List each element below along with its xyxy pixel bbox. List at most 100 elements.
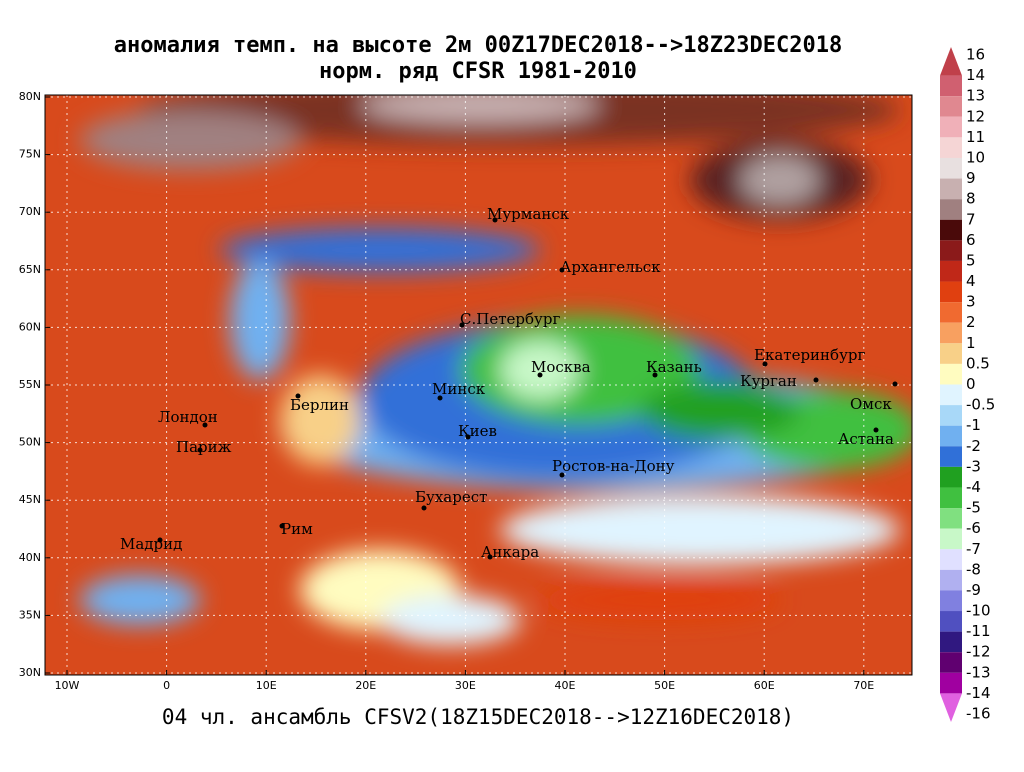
city-label: Рим	[281, 520, 313, 538]
colorbar-cell	[940, 611, 962, 632]
city-label: Лондон	[158, 408, 218, 426]
colorbar-label: -7	[966, 540, 981, 558]
city-dot	[487, 554, 493, 560]
colorbar-cell	[940, 199, 962, 220]
colorbar-label: 1	[966, 334, 976, 352]
colorbar-cell	[940, 219, 962, 241]
colorbar-cell	[940, 137, 962, 158]
colorbar-cell	[940, 590, 962, 612]
lat-label: 70N	[19, 205, 41, 218]
colorbar-label: -12	[966, 643, 991, 661]
city-dot	[202, 422, 208, 428]
colorbar-cell	[940, 322, 962, 344]
colorbar-label: 16	[966, 46, 985, 64]
lat-label: 80N	[19, 90, 41, 103]
colorbar-cell	[940, 487, 962, 509]
colorbar-label: -16	[966, 705, 991, 723]
colorbar-label: -0.5	[966, 396, 995, 414]
colorbar-label: -11	[966, 622, 991, 640]
city-label: Берлин	[290, 396, 349, 414]
lon-label: 10E	[256, 679, 277, 692]
colorbar-cell	[940, 384, 962, 406]
city-dot	[492, 217, 498, 223]
colorbar-cell	[940, 528, 962, 550]
city-label: Бухарест	[415, 488, 487, 506]
colorbar-label: -5	[966, 499, 981, 517]
colorbar-cell	[940, 425, 962, 447]
city-dot	[762, 361, 768, 367]
colorbar-cell	[940, 446, 962, 467]
colorbar-label: -13	[966, 663, 991, 681]
title-line: норм. ряд CFSR 1981-2010	[319, 59, 637, 84]
city-label: Мадрид	[120, 535, 182, 553]
colorbar-cell	[940, 281, 962, 303]
colorbar: 16 14 13 12 11 10 9 8 7 6 5 4 3 2 1 0.5 0 -0.5 -1 -2 -3 -4 -5 -…	[940, 46, 995, 723]
city-dot	[813, 377, 819, 383]
lon-label: 0	[163, 679, 170, 692]
city-dot	[421, 505, 427, 511]
city-dot	[459, 322, 465, 328]
city-label: Екатеринбург	[754, 346, 865, 364]
colorbar-label: 13	[966, 87, 985, 105]
colorbar-label: 0.5	[966, 354, 990, 372]
colorbar-cell	[940, 75, 962, 97]
colorbar-cell	[940, 157, 962, 179]
colorbar-cell	[940, 178, 962, 200]
city-dot	[559, 267, 565, 273]
graticule	[45, 95, 912, 675]
colorbar-label: -3	[966, 457, 981, 475]
city-label: Курган	[740, 372, 797, 390]
lat-label: 45N	[19, 493, 41, 506]
city-label: Киев	[458, 422, 497, 440]
colorbar-label: -9	[966, 581, 981, 599]
city-label: Анкара	[481, 543, 539, 561]
colorbar-cell	[940, 508, 962, 529]
colorbar-label: 11	[966, 128, 985, 146]
lon-label: 10W	[55, 679, 80, 692]
colorbar-label: 6	[966, 231, 976, 249]
city-label: Астана	[838, 430, 894, 448]
city-label: Москва	[531, 358, 591, 376]
colorbar-label: 0	[966, 375, 976, 393]
city-dot	[559, 472, 565, 478]
city-dot	[157, 537, 163, 543]
city-label: Париж	[176, 438, 232, 456]
city-dot	[465, 434, 471, 440]
colorbar-cell	[940, 549, 962, 570]
lon-label: 20E	[355, 679, 376, 692]
colorbar-label: 8	[966, 190, 976, 208]
city-label: Архангельск	[560, 258, 661, 276]
colorbar-cell	[940, 302, 962, 323]
colorbar-cell	[940, 466, 962, 488]
colorbar-cell	[940, 260, 962, 282]
city-dot	[652, 372, 658, 378]
lat-label: 65N	[19, 263, 41, 276]
city-dot	[279, 523, 285, 529]
colorbar-cell	[940, 343, 962, 364]
city-label: Ростов-на-Дону	[552, 457, 675, 475]
lon-label: 50E	[654, 679, 675, 692]
colorbar-cell	[940, 693, 962, 722]
colorbar-label: 4	[966, 272, 976, 290]
colorbar-cell	[940, 96, 962, 117]
cities: Мурманск Архангельск С.Петербург Москва Каза…	[120, 205, 898, 561]
colorbar-label: 9	[966, 169, 976, 187]
lat-label: 35N	[19, 608, 41, 621]
city-dot	[892, 381, 898, 387]
colorbar-label: -4	[966, 478, 981, 496]
colorbar-label: 2	[966, 313, 976, 331]
lon-label: 30E	[455, 679, 476, 692]
lon-label: 70E	[853, 679, 874, 692]
lat-label: 40N	[19, 551, 41, 564]
lat-label: 60N	[19, 320, 41, 333]
colorbar-label: 5	[966, 251, 976, 269]
colorbar-cell	[940, 652, 962, 673]
city-dot	[437, 395, 443, 401]
city-label: Минск	[432, 380, 486, 398]
colorbar-cell	[940, 672, 962, 694]
lat-label: 30N	[19, 666, 41, 679]
colorbar-cell	[940, 116, 962, 138]
lon-label: 40E	[555, 679, 576, 692]
colorbar-label: -10	[966, 602, 991, 620]
